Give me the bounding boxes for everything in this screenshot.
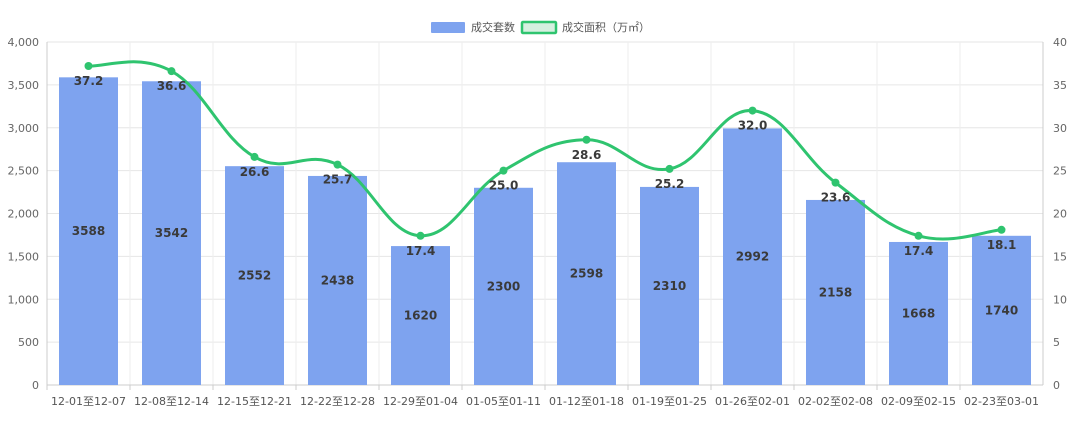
line-value-label: 17.4 [406, 244, 436, 258]
line-point [582, 135, 591, 144]
line-point [333, 160, 342, 169]
bar [474, 187, 533, 385]
x-tick-label: 02-02至02-08 [798, 395, 873, 408]
bar [806, 199, 865, 385]
x-tick-label: 01-05至01-11 [466, 395, 541, 408]
bar-value-label: 3588 [72, 224, 105, 238]
legend-label-bar: 成交套数 [471, 20, 515, 34]
line-value-label: 17.4 [904, 244, 934, 258]
bar-value-label: 2992 [736, 250, 769, 264]
bar-value-label: 1620 [404, 309, 437, 323]
bar [308, 175, 367, 385]
line-point [416, 231, 425, 240]
y-left-tick-label: 500 [18, 336, 39, 349]
bar [640, 186, 699, 385]
bar-value-label: 1740 [985, 303, 1018, 317]
y-left-tick-label: 3,000 [8, 122, 40, 135]
bar-value-label: 2598 [570, 267, 603, 281]
line-point [499, 166, 508, 175]
bar [225, 166, 284, 385]
x-tick-label: 01-19至01-25 [632, 395, 707, 408]
x-tick-label: 12-22至12-28 [300, 395, 375, 408]
legend-swatch-bar [431, 22, 465, 33]
line-value-label: 26.6 [240, 165, 270, 179]
y-left-tick-label: 0 [32, 379, 39, 392]
y-right-tick-label: 15 [1053, 250, 1067, 263]
y-right-tick-label: 0 [1053, 379, 1060, 392]
y-right-tick-label: 40 [1053, 36, 1067, 49]
bar-series [59, 77, 1031, 385]
x-tick-label: 12-08至12-14 [134, 395, 209, 408]
data-labels: 3588 3542 2552 2438 1620 2300 2598 2310 2992 2158… [72, 74, 1018, 323]
x-tick-label: 12-01至12-07 [51, 395, 126, 408]
line-value-label: 36.6 [157, 79, 187, 93]
bar [59, 77, 118, 385]
bar [142, 81, 201, 385]
y-right-tick-label: 10 [1053, 293, 1067, 306]
bar [723, 128, 782, 385]
x-tick-label: 01-12至01-18 [549, 395, 624, 408]
y-left-tick-label: 4,000 [8, 36, 40, 49]
bar-value-label: 1668 [902, 306, 935, 320]
y-right-tick-label: 5 [1053, 336, 1060, 349]
line-value-label: 32.0 [738, 119, 768, 133]
line-point [167, 67, 176, 76]
y-left-tick-label: 2,000 [8, 208, 40, 221]
legend-label-line: 成交面积（万㎡） [562, 20, 650, 34]
bar [972, 235, 1031, 385]
line-point [914, 231, 923, 240]
legend: 成交套数 成交面积（万㎡） [431, 20, 650, 35]
x-tick-label: 12-29至01-04 [383, 395, 458, 408]
line-value-label: 25.7 [323, 173, 353, 187]
y-left-tick-label: 2,500 [8, 165, 40, 178]
y-right-tick-label: 30 [1053, 122, 1067, 135]
line-point [748, 106, 757, 115]
x-tick-label: 12-15至12-21 [217, 395, 292, 408]
bar-value-label: 2438 [321, 273, 354, 287]
x-tick-label: 02-09至02-15 [881, 395, 956, 408]
bar-value-label: 2310 [653, 279, 686, 293]
y-left-tick-label: 1,500 [8, 250, 40, 263]
bar [391, 246, 450, 385]
line-value-label: 23.6 [821, 191, 851, 205]
x-tick-label: 01-26至02-01 [715, 395, 790, 408]
line-point [84, 62, 93, 71]
bar [889, 241, 948, 385]
line-value-label: 25.2 [655, 177, 685, 191]
line-point [997, 225, 1006, 234]
line-point [250, 152, 259, 161]
line-value-label: 28.6 [572, 148, 602, 162]
legend-swatch-line [520, 20, 558, 35]
y-left-tick-label: 1,000 [8, 293, 40, 306]
axes: 0 500 1,000 1,500 2,000 2,500 3,000 3,500 4,000 0… [8, 36, 1068, 408]
bar-value-label: 2300 [487, 279, 520, 293]
bar [557, 162, 616, 385]
line-series [84, 60, 1006, 241]
line-value-label: 25.0 [489, 179, 519, 193]
y-left-tick-label: 3,500 [8, 79, 40, 92]
y-right-tick-label: 35 [1053, 79, 1067, 92]
y-right-tick-label: 20 [1053, 208, 1067, 221]
bar-value-label: 3542 [155, 226, 188, 240]
x-tick-label: 02-23至03-01 [964, 395, 1039, 408]
y-right-tick-label: 25 [1053, 165, 1067, 178]
line-value-label: 37.2 [74, 74, 104, 88]
bar-value-label: 2158 [819, 285, 852, 299]
line-value-label: 18.1 [987, 238, 1017, 252]
line-point [665, 164, 674, 173]
line-point [831, 178, 840, 187]
bar-value-label: 2552 [238, 269, 271, 283]
